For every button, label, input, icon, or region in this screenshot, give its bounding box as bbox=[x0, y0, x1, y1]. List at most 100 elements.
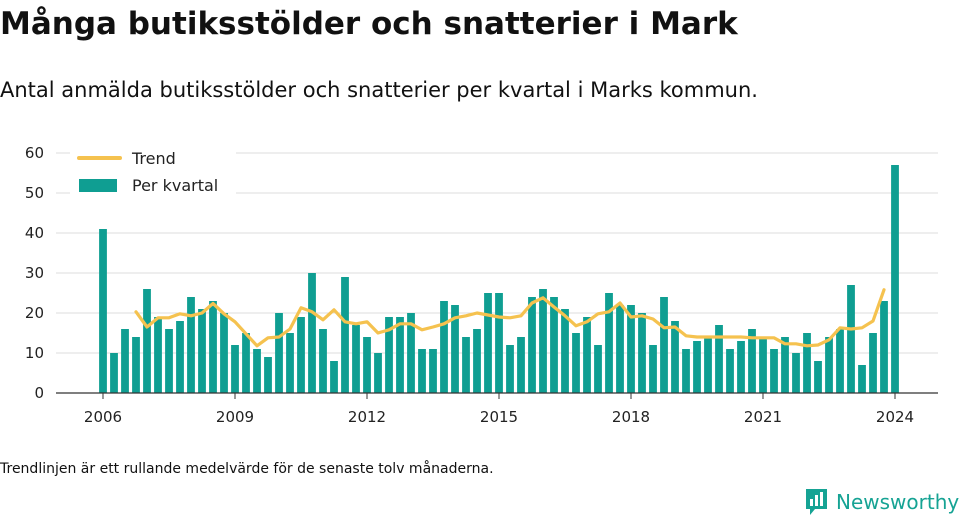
bar bbox=[715, 325, 723, 393]
bar bbox=[836, 329, 844, 393]
bar bbox=[418, 349, 426, 393]
brand-name: Newsworthy bbox=[836, 490, 960, 514]
legend-background bbox=[70, 145, 236, 205]
bar bbox=[847, 285, 855, 393]
bar bbox=[352, 325, 360, 393]
bar bbox=[297, 317, 305, 393]
bar bbox=[209, 301, 217, 393]
footnote: Trendlinjen är ett rullande medelvärde f… bbox=[0, 461, 494, 477]
bar bbox=[429, 349, 437, 393]
bar bbox=[264, 357, 272, 393]
bar bbox=[407, 313, 415, 393]
y-tick-label: 50 bbox=[25, 184, 44, 202]
bar bbox=[286, 333, 294, 393]
bar bbox=[473, 329, 481, 393]
bar bbox=[253, 349, 261, 393]
y-tick-label: 10 bbox=[25, 344, 44, 362]
bar bbox=[737, 341, 745, 393]
bar bbox=[781, 337, 789, 393]
x-tick-label: 2015 bbox=[480, 408, 518, 426]
bar bbox=[825, 337, 833, 393]
chart-title: Många butiksstölder och snatterier i Mar… bbox=[0, 6, 738, 42]
y-tick-label: 0 bbox=[34, 384, 44, 402]
bar bbox=[748, 329, 756, 393]
bar bbox=[550, 297, 558, 393]
bar bbox=[176, 321, 184, 393]
bar bbox=[649, 345, 657, 393]
x-tick-label: 2018 bbox=[612, 408, 650, 426]
bar bbox=[627, 305, 635, 393]
bar bbox=[165, 329, 173, 393]
bar bbox=[605, 293, 613, 393]
bar bbox=[275, 313, 283, 393]
bar bbox=[770, 349, 778, 393]
bar bbox=[583, 317, 591, 393]
trend-line-group bbox=[134, 288, 886, 348]
legend-bar-swatch bbox=[79, 179, 117, 192]
legend-trend-label: Trend bbox=[131, 149, 176, 168]
bar bbox=[561, 309, 569, 393]
bar bbox=[891, 165, 899, 393]
bar bbox=[704, 337, 712, 393]
bar bbox=[198, 309, 206, 393]
bars bbox=[99, 165, 899, 393]
bar bbox=[330, 361, 338, 393]
bar bbox=[154, 317, 162, 393]
bar bbox=[440, 301, 448, 393]
legend-bar-label: Per kvartal bbox=[132, 176, 218, 195]
bar bbox=[726, 349, 734, 393]
bar bbox=[616, 305, 624, 393]
bar bbox=[572, 333, 580, 393]
x-tick-label: 2006 bbox=[84, 408, 122, 426]
bar bbox=[385, 317, 393, 393]
bar bbox=[187, 297, 195, 393]
trend-line bbox=[134, 288, 886, 348]
bar bbox=[143, 289, 151, 393]
bar bbox=[594, 345, 602, 393]
bar bbox=[462, 337, 470, 393]
brand[interactable]: Newsworthy bbox=[804, 487, 959, 517]
y-tick-label: 40 bbox=[25, 224, 44, 242]
bar bbox=[363, 337, 371, 393]
bar bbox=[374, 353, 382, 393]
x-tick-label: 2021 bbox=[744, 408, 782, 426]
bar bbox=[341, 277, 349, 393]
bar bbox=[495, 293, 503, 393]
y-tick-label: 60 bbox=[25, 144, 44, 162]
legend: Trend Per kvartal bbox=[70, 145, 236, 205]
y-tick-label: 20 bbox=[25, 304, 44, 322]
x-tick-label: 2012 bbox=[348, 408, 386, 426]
newsworthy-logo-icon bbox=[806, 489, 827, 515]
bar bbox=[231, 345, 239, 393]
chart-subtitle: Antal anmälda butiksstölder och snatteri… bbox=[0, 78, 758, 102]
axes: 2006 2009 2012 2015 2018 2021 2024 bbox=[56, 392, 938, 426]
bar bbox=[693, 341, 701, 393]
bar bbox=[451, 305, 459, 393]
bar bbox=[759, 337, 767, 393]
bar bbox=[869, 333, 877, 393]
bar bbox=[132, 337, 140, 393]
bar bbox=[319, 329, 327, 393]
bar bbox=[396, 317, 404, 393]
bar bbox=[220, 313, 228, 393]
bar bbox=[638, 313, 646, 393]
bar bbox=[484, 293, 492, 393]
bar bbox=[242, 333, 250, 393]
bar bbox=[528, 297, 536, 393]
bar bbox=[660, 297, 668, 393]
bar bbox=[671, 321, 679, 393]
bar bbox=[792, 353, 800, 393]
bar bbox=[121, 329, 129, 393]
bar bbox=[539, 289, 547, 393]
x-tick-label: 2009 bbox=[216, 408, 254, 426]
grid: 0 10 20 30 40 50 60 bbox=[25, 144, 938, 402]
bar bbox=[803, 333, 811, 393]
y-tick-label: 30 bbox=[25, 264, 44, 282]
bar bbox=[110, 353, 118, 393]
bar bbox=[880, 301, 888, 393]
x-tick-label: 2024 bbox=[876, 408, 914, 426]
bar bbox=[858, 365, 866, 393]
bar bbox=[308, 273, 316, 393]
bar bbox=[814, 361, 822, 393]
